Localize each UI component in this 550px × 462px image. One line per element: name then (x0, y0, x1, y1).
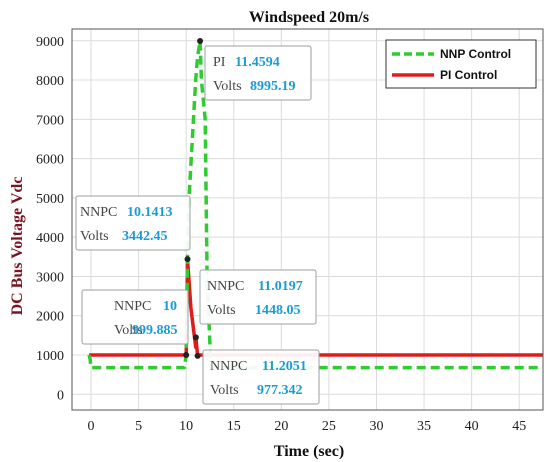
datatip-label: Volts (114, 323, 143, 338)
datatip-value: 11.2051 (262, 359, 307, 374)
datatip-value: 11.4594 (235, 55, 280, 70)
legend-label-nnp: NNP Control (440, 47, 511, 61)
x-tick-label: 10 (179, 419, 193, 434)
x-tick-label: 35 (417, 419, 431, 434)
y-tick-label: 6000 (36, 153, 64, 168)
datatip-point (183, 352, 190, 359)
datatip-label: NNPC (80, 205, 117, 220)
y-tick-label: 4000 (36, 231, 64, 246)
datatip-value: 1448.05 (255, 303, 301, 318)
y-tick-label: 7000 (36, 113, 64, 128)
y-tick-label: 8000 (36, 74, 64, 89)
datatip-value: 3442.45 (122, 229, 168, 244)
datatip-box (199, 269, 317, 325)
datatip-point (192, 334, 199, 341)
datatip-label: NNPC (207, 279, 244, 294)
x-tick-label: 30 (369, 419, 383, 434)
datatip-label: Volts (207, 303, 236, 318)
datatip-label: NNPC (114, 299, 151, 314)
datatip-point (184, 256, 191, 263)
datatip-value: 977.342 (257, 383, 303, 398)
y-tick-labels: 0 1000 2000 3000 4000 5000 6000 7000 8000 9000 (36, 35, 64, 404)
datatip-box (202, 349, 320, 405)
legend-box (385, 39, 537, 89)
datatip-label: PI (213, 55, 226, 70)
datatip-value: 999.885 (132, 323, 178, 338)
chart-title: Windspeed 20m/s (249, 9, 369, 26)
y-tick-label: 0 (57, 388, 64, 403)
datatip-value: 11.0197 (258, 279, 303, 294)
datatip-point (197, 37, 204, 44)
datatip-label: NNPC (210, 359, 247, 374)
y-tick-label: 9000 (36, 35, 64, 50)
datatip-label: Volts (213, 79, 242, 94)
datatip-label: Volts (210, 383, 239, 398)
datatip-point (194, 352, 201, 359)
datatip: NNPC 10.1413 Volts 3442.45 (75, 195, 191, 251)
x-tick-label: 45 (512, 419, 526, 434)
x-tick-label: 25 (322, 419, 336, 434)
datatip-box (204, 45, 312, 101)
x-tick-label: 5 (135, 419, 142, 434)
x-tick-label: 20 (274, 419, 288, 434)
y-tick-label: 3000 (36, 270, 64, 285)
x-axis-label: Time (sec) (274, 443, 344, 460)
datatip-box (81, 289, 189, 345)
plot-frame (71, 28, 544, 411)
datatip: PI 11.4594 Volts 8995.19 (204, 45, 312, 101)
datatip: NNPC 11.0197 Volts 1448.05 (199, 269, 317, 325)
y-tick-label: 2000 (36, 310, 64, 325)
datatip-value: 8995.19 (250, 79, 296, 94)
datatip: NNPC 11.2051 Volts 977.342 (202, 349, 320, 405)
y-tick-label: 1000 (36, 349, 64, 364)
x-tick-label: 40 (465, 419, 479, 434)
datatip-value: 10 (163, 299, 177, 314)
legend-label-pi: PI Control (440, 68, 497, 82)
x-tick-label: 0 (88, 419, 95, 434)
datatips: PI 11.4594 Volts 8995.19 NNPC 10.1413 Volts 344… (75, 45, 320, 405)
series-nnp-control (87, 39, 543, 370)
legend: NNP Control PI Control (385, 39, 537, 89)
x-tick-labels: 0 5 10 15 20 25 30 35 40 45 (88, 419, 527, 434)
x-tick-label: 15 (227, 419, 241, 434)
datatip-label: Volts (80, 229, 109, 244)
datatip-points (183, 37, 204, 359)
y-tick-label: 5000 (36, 192, 64, 207)
y-axis-label: DC Bus Voltage Vdc (9, 177, 26, 316)
datatip-value: 10.1413 (127, 205, 173, 220)
datatip-box (75, 195, 191, 251)
